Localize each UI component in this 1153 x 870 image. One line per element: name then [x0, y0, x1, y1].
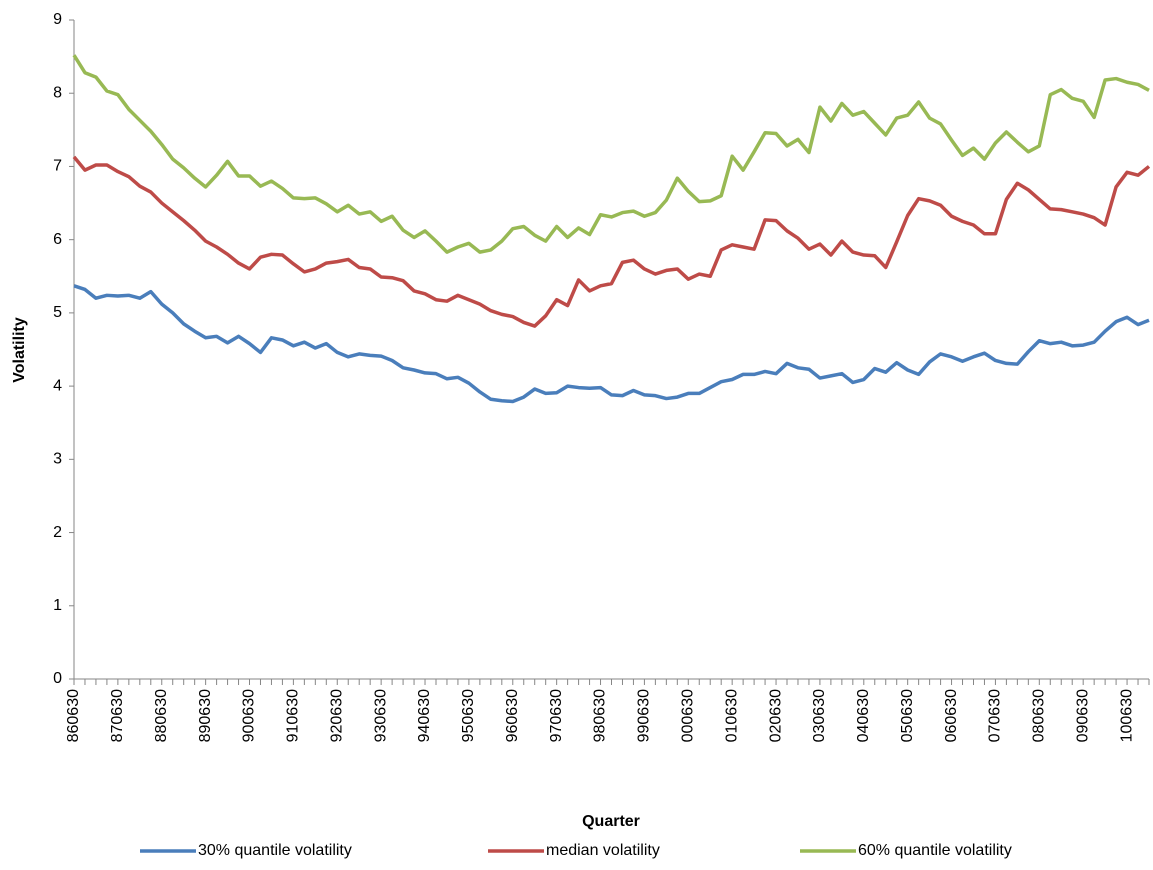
- x-tick-label: 020630: [767, 689, 784, 742]
- x-axis-title: Quarter: [582, 813, 640, 830]
- x-tick-label: 970630: [548, 689, 565, 742]
- y-tick-label: 7: [53, 158, 62, 175]
- x-tick-label: 100630: [1118, 689, 1135, 742]
- x-tick-label: 090630: [1074, 689, 1091, 742]
- x-tick-label: 030630: [811, 689, 828, 742]
- x-tick-label: 950630: [460, 689, 477, 742]
- legend-label: 60% quantile volatility: [858, 842, 1012, 859]
- y-tick-label: 6: [53, 231, 62, 248]
- x-tick-label: 980630: [592, 689, 609, 742]
- x-tick-label: 860630: [65, 689, 82, 742]
- x-tick-label: 060630: [943, 689, 960, 742]
- series-line: [72, 54, 1150, 254]
- y-tick-label: 1: [53, 597, 62, 614]
- series-line: [73, 284, 1150, 404]
- y-tick-label: 9: [53, 11, 62, 28]
- x-tick-label: 890630: [197, 689, 214, 742]
- series-line: [72, 155, 1151, 328]
- x-tick-label: 960630: [504, 689, 521, 742]
- x-tick-label: 940630: [416, 689, 433, 742]
- y-axis-title: Volatility: [11, 317, 28, 383]
- y-tick-label: 3: [53, 451, 62, 468]
- x-tick-label: 040630: [855, 689, 872, 742]
- x-tick-label: 070630: [987, 689, 1004, 742]
- x-tick-label: 910630: [285, 689, 302, 742]
- x-tick-label: 900630: [241, 689, 258, 742]
- x-tick-label: 870630: [109, 689, 126, 742]
- y-tick-label: 0: [53, 670, 62, 687]
- x-tick-label: 050630: [899, 689, 916, 742]
- y-tick-label: 5: [53, 304, 62, 321]
- legend-label: median volatility: [546, 842, 660, 859]
- x-tick-label: 000630: [680, 689, 697, 742]
- x-tick-label: 880630: [153, 689, 170, 742]
- x-tick-label: 920630: [328, 689, 345, 742]
- x-tick-label: 010630: [723, 689, 740, 742]
- x-tick-label: 080630: [1031, 689, 1048, 742]
- x-tick-label: 930630: [372, 689, 389, 742]
- y-tick-label: 2: [53, 524, 62, 541]
- y-tick-label: 8: [53, 84, 62, 101]
- x-tick-label: 990630: [636, 689, 653, 742]
- y-tick-label: 4: [53, 377, 62, 394]
- legend-label: 30% quantile volatility: [198, 842, 352, 859]
